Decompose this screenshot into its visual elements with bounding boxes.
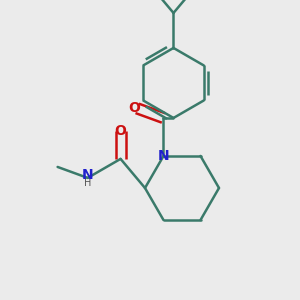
Text: H: H (84, 178, 92, 188)
Text: O: O (128, 101, 140, 116)
Text: O: O (115, 124, 127, 138)
Text: N: N (158, 149, 169, 163)
Text: N: N (82, 168, 94, 182)
